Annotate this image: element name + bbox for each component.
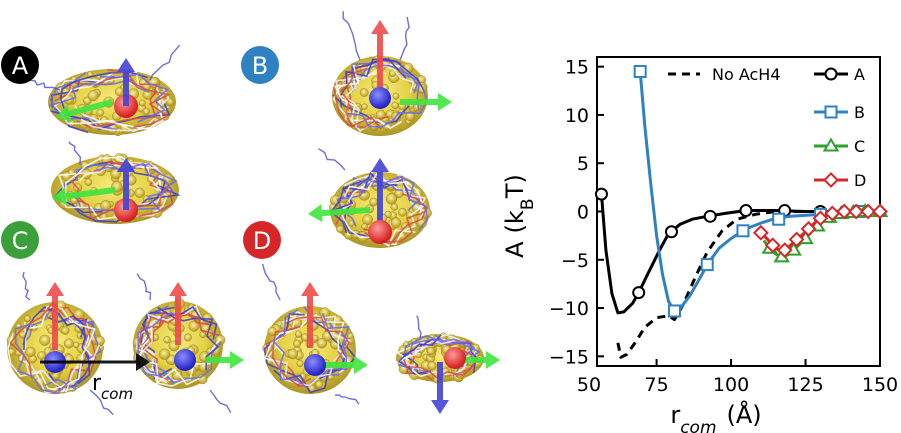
y-tick-label-2: 5 xyxy=(577,153,589,175)
nucleosome-d-left xyxy=(261,263,360,405)
series-layer xyxy=(594,64,889,359)
green-arrow-b2 xyxy=(308,204,371,223)
y-axis-label: A(kB.T) xyxy=(501,174,538,258)
panel-label-a: A xyxy=(12,52,29,80)
series-4 xyxy=(752,203,888,259)
red-arrow-c2 xyxy=(169,282,187,345)
series-4-point-10 xyxy=(872,203,888,220)
red-sphere-b2 xyxy=(368,220,392,244)
green-arrow-a2 xyxy=(52,187,116,206)
series-2-point-0 xyxy=(633,64,647,78)
panel-badge-a: A xyxy=(1,46,39,84)
legend-marker-4 xyxy=(823,172,839,188)
series-4-point-5 xyxy=(812,210,829,227)
series-1-point-1 xyxy=(632,286,646,300)
legend-marker-1 xyxy=(824,67,838,81)
legend-entry-4: D xyxy=(814,171,866,190)
y-tick-label-1: 10 xyxy=(565,105,589,127)
legend-entry-0: No AcH4 xyxy=(668,65,781,84)
legend-entry-3: C xyxy=(814,137,865,156)
red-arrow-d1 xyxy=(301,282,319,348)
x-tick-label-2: 100 xyxy=(713,374,749,396)
series-4-point-0 xyxy=(752,224,769,241)
panel-badge-b: B xyxy=(241,46,279,84)
green-arrow-c2 xyxy=(205,351,244,369)
series-4-point-2 xyxy=(776,242,793,259)
legend-marker-2 xyxy=(824,105,838,119)
red-arrow-c1 xyxy=(46,282,64,350)
series-1-point-3 xyxy=(703,209,717,223)
series-line-2 xyxy=(638,71,881,313)
legend-label-3: C xyxy=(854,137,865,156)
y-tick-label-3: 0 xyxy=(577,202,589,224)
series-4-point-9 xyxy=(860,203,876,220)
series-2-point-1 xyxy=(667,304,681,318)
series-1-point-0 xyxy=(594,187,608,201)
panel-badges: A B C D xyxy=(1,46,281,259)
rcom-label: rcom xyxy=(92,371,133,403)
y-tick-label-4: −5 xyxy=(561,250,589,272)
x-tick-label-4: 150 xyxy=(862,374,898,396)
x-tick-label-3: 125 xyxy=(787,374,823,396)
panel-label-c: C xyxy=(12,227,29,255)
legend-marker-3 xyxy=(822,137,840,152)
x-tick-label-0: 50 xyxy=(577,374,601,396)
blue-sphere-d1 xyxy=(304,354,326,376)
blue-arrow-a1 xyxy=(117,58,135,106)
series-1 xyxy=(594,187,880,315)
blue-sphere-c2 xyxy=(174,349,196,371)
legend-label-4: D xyxy=(854,171,866,190)
x-tick-label-1: 75 xyxy=(644,374,668,396)
panel-badge-c: C xyxy=(1,221,39,259)
x-axis-label: rcom (Å) xyxy=(670,400,761,433)
series-1-point-2 xyxy=(664,225,678,239)
series-4-point-3 xyxy=(788,231,805,248)
nucleosome-illustrations xyxy=(6,11,500,416)
series-1-point-4 xyxy=(739,204,753,218)
legend-entry-1: A xyxy=(814,65,865,84)
nucleosome-a-top xyxy=(27,44,181,137)
series-2-point-4 xyxy=(772,212,786,226)
blue-arrow-d2 xyxy=(431,362,449,414)
series-4-point-1 xyxy=(764,237,781,254)
legend-label-0: No AcH4 xyxy=(712,65,781,84)
red-sphere-d2 xyxy=(444,347,466,369)
series-2-point-3 xyxy=(736,224,750,238)
legend-entry-2: B xyxy=(814,103,865,122)
y-tick-label-5: −10 xyxy=(549,298,589,320)
y-tick-label-6: −15 xyxy=(549,346,589,368)
series-4-point-4 xyxy=(800,220,817,237)
green-arrow-a1 xyxy=(56,99,113,123)
series-2 xyxy=(633,64,881,318)
panel-badge-d: D xyxy=(243,221,281,259)
y-tick-label-0: 15 xyxy=(565,57,589,79)
panel-label-b: B xyxy=(252,52,268,80)
legend-label-1: A xyxy=(854,65,865,84)
legend-label-2: B xyxy=(854,103,865,122)
green-arrow-b1 xyxy=(400,93,452,111)
series-4-point-8 xyxy=(848,203,865,220)
series-4-point-7 xyxy=(836,203,853,220)
blue-sphere-b1 xyxy=(369,87,391,109)
rcom-arrow xyxy=(40,353,150,371)
panel-label-d: D xyxy=(253,227,271,255)
series-2-point-2 xyxy=(700,258,714,272)
blue-arrow-a2 xyxy=(117,158,135,210)
